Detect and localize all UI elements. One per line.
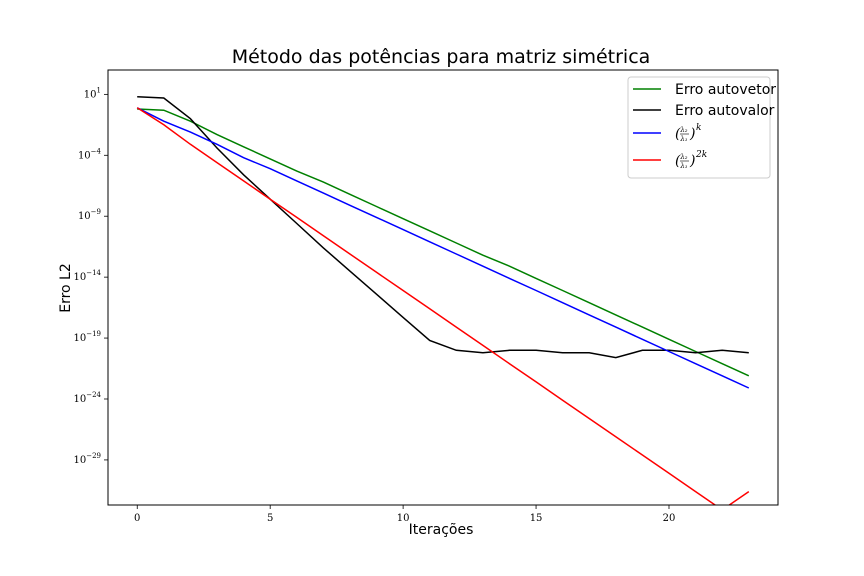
series-line-4	[136, 107, 750, 505]
series-line-1	[137, 108, 750, 377]
y-tick-label: 10−9	[78, 208, 101, 222]
legend-box	[627, 76, 771, 179]
x-axis-label: Iterações	[409, 522, 474, 538]
legend-entry-1: Erro autovetor	[675, 82, 776, 98]
x-tick-label: 10	[397, 513, 410, 524]
svg-text:2k: 2k	[695, 150, 707, 160]
y-tick-label: 10−19	[73, 330, 101, 344]
y-tick-label: 101	[84, 86, 101, 100]
x-tick-label: 5	[267, 513, 273, 524]
series-line-2	[137, 96, 749, 359]
svg-text:(: (	[675, 153, 681, 169]
legend-entry-2: Erro autovalor	[675, 103, 775, 119]
svg-text:): )	[689, 153, 695, 169]
plot-frame	[107, 69, 779, 506]
x-tick-label: 0	[134, 513, 140, 524]
y-tick-label: 10−29	[73, 452, 101, 466]
svg-text:λ₁: λ₁	[679, 162, 687, 170]
plot-area	[136, 96, 750, 505]
svg-text:λ₁: λ₁	[679, 135, 687, 143]
y-tick-label: 10−4	[78, 147, 102, 161]
y-axis-label: Erro L2	[58, 263, 74, 313]
x-tick-label: 15	[530, 513, 543, 524]
series-line-3	[136, 107, 750, 389]
x-axis: 0 5 10 15 20	[134, 505, 675, 524]
svg-text:): )	[689, 126, 695, 142]
y-axis: 101 10−4 10−9 10−14 10−19 10−24 10−29	[73, 86, 108, 466]
svg-text:λ₂: λ₂	[679, 126, 687, 134]
chart-title: Método das potências para matriz simétri…	[232, 46, 651, 68]
y-tick-label: 10−14	[73, 269, 101, 283]
svg-text:k: k	[696, 123, 701, 133]
svg-text:λ₂: λ₂	[679, 153, 687, 161]
x-tick-label: 20	[663, 513, 676, 524]
svg-text:(: (	[675, 126, 681, 142]
y-tick-label: 10−24	[73, 391, 101, 405]
